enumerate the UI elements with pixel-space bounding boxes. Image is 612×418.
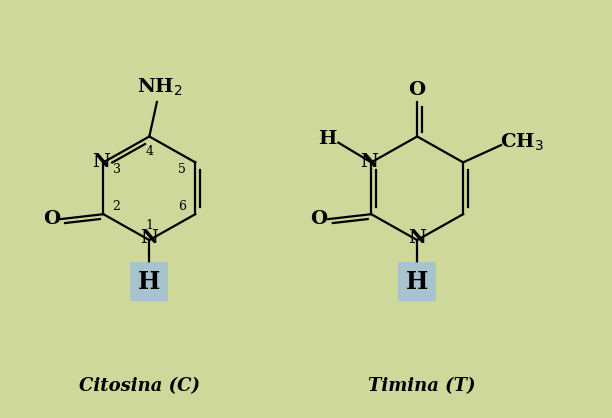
Text: 1: 1 [145,219,154,232]
Text: CH$_3$: CH$_3$ [501,132,544,153]
Text: H: H [138,270,160,293]
Text: H: H [406,270,428,293]
FancyBboxPatch shape [130,262,168,301]
Text: Citosina (C): Citosina (C) [79,377,200,395]
Text: O: O [409,81,426,99]
Text: NH$_2$: NH$_2$ [136,76,182,98]
Text: N: N [140,229,159,247]
Text: 6: 6 [178,200,186,213]
Text: 3: 3 [113,163,121,176]
Text: N: N [360,153,378,171]
Text: N: N [92,153,110,171]
FancyBboxPatch shape [398,262,436,301]
Text: O: O [43,210,60,228]
Text: H: H [318,130,337,148]
Text: O: O [311,210,328,228]
Text: 5: 5 [178,163,186,176]
Text: N: N [408,229,426,247]
Text: 4: 4 [145,145,154,158]
Text: Timina (T): Timina (T) [368,377,476,395]
Text: 2: 2 [113,200,121,213]
